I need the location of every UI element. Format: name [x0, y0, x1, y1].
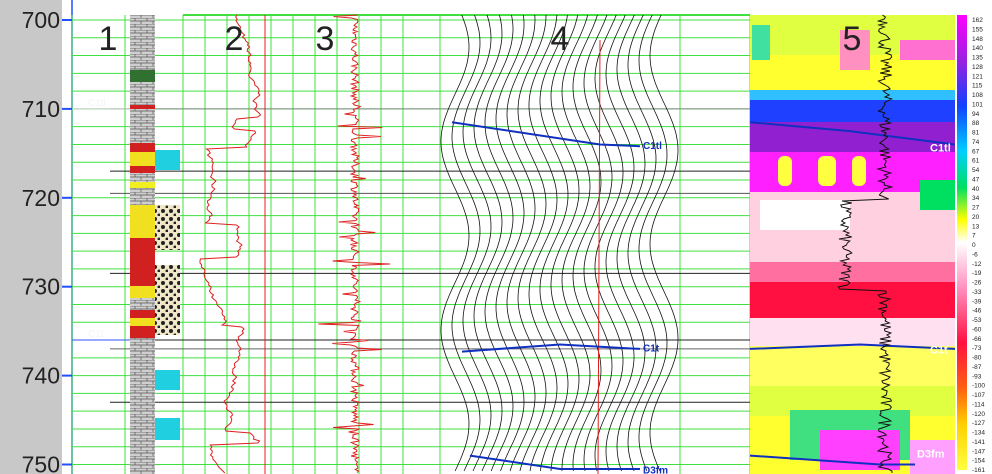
- track-label: 2: [225, 20, 244, 58]
- horizon-label: C1tl: [88, 98, 106, 109]
- colorbar-label: 7: [972, 233, 976, 240]
- colorbar-label: 40: [972, 186, 980, 193]
- colorbar-label: 0: [972, 242, 976, 249]
- track-label: 5: [843, 20, 862, 58]
- colorbar-label: -127: [972, 420, 985, 427]
- horizon-label: D3fm: [917, 448, 945, 460]
- track-label: 1: [99, 20, 118, 58]
- horizon-label: C1tl: [930, 143, 951, 155]
- depth-label: 730: [22, 274, 60, 300]
- depth-label: 710: [22, 96, 60, 122]
- colorbar-label: 20: [972, 214, 980, 221]
- colorbar-label: 108: [972, 92, 983, 99]
- depth-label: 750: [22, 452, 60, 474]
- horizon-label: C1tl: [643, 141, 662, 152]
- colorbar-label: -26: [972, 280, 982, 287]
- colorbar-label: -93: [972, 373, 982, 380]
- colorbar-label: 81: [972, 130, 980, 137]
- colorbar-label: 115: [972, 83, 983, 90]
- colorbar-label: 27: [972, 205, 980, 212]
- colorbar-label: -6: [972, 251, 978, 258]
- axis-strip: [62, 0, 72, 474]
- depth-label: 740: [22, 363, 60, 389]
- horizon-label: C1t: [643, 344, 660, 355]
- colorbar-label: -80: [972, 355, 982, 362]
- colorbar-label: 148: [972, 36, 983, 43]
- colorbar-label: 140: [972, 45, 983, 52]
- colorbar-label: -46: [972, 308, 982, 315]
- horizon-line: [452, 122, 640, 146]
- colorbar-label: -107: [972, 392, 985, 399]
- colorbar-label: 13: [972, 223, 980, 230]
- well-log-figure: 70071072073074075012345C1tlC1tC1tlC1tD3f…: [0, 0, 992, 474]
- colorbar-label: -120: [972, 411, 985, 418]
- colorbar-label: 101: [972, 101, 983, 108]
- colorbar-label: -87: [972, 364, 982, 371]
- track-label: 3: [316, 20, 335, 58]
- colorbar-label: 67: [972, 148, 980, 155]
- curve: [200, 15, 261, 473]
- horizon-label: C1t: [930, 344, 948, 356]
- colorbar-label: 135: [972, 55, 983, 62]
- colorbar-label: -60: [972, 326, 982, 333]
- colorbar-label: 54: [972, 167, 980, 174]
- colorbar-label: 88: [972, 120, 980, 127]
- colorbar-label: -53: [972, 317, 982, 324]
- colorbar-label: -147: [972, 448, 985, 455]
- colorbar-label: 94: [972, 111, 980, 118]
- horizon-label: C1t: [88, 329, 104, 340]
- depth-label: 700: [22, 7, 60, 33]
- colorbar-label: 34: [972, 195, 980, 202]
- colorbar-label: -73: [972, 345, 982, 352]
- colorbar-label: -154: [972, 458, 985, 465]
- colorbar-label: 61: [972, 158, 980, 165]
- colorbar-label: 162: [972, 17, 983, 24]
- colorbar-label: -33: [972, 289, 982, 296]
- curve: [318, 15, 390, 473]
- colorbar-label: -114: [972, 401, 985, 408]
- horizon-line: [470, 456, 640, 469]
- colorbar-label: -39: [972, 298, 982, 305]
- colorbar-label: 47: [972, 176, 980, 183]
- colorbar: [957, 15, 967, 470]
- track-label: 4: [551, 20, 570, 58]
- colorbar-label: 74: [972, 139, 980, 146]
- colorbar-label: -66: [972, 336, 982, 343]
- colorbar-label: 121: [972, 73, 983, 80]
- horizon-label: D3fm: [643, 465, 668, 474]
- horizon-line: [462, 344, 640, 351]
- colorbar-label: -141: [972, 439, 985, 446]
- colorbar-label: 155: [972, 26, 983, 33]
- lithology-column: [130, 15, 180, 474]
- colorbar-label: -161: [972, 467, 985, 474]
- depth-label: 720: [22, 185, 60, 211]
- colorbar-label: -19: [972, 270, 982, 277]
- axis-background: [0, 0, 72, 474]
- seismic-image: [750, 15, 955, 474]
- colorbar-label: -100: [972, 383, 985, 390]
- colorbar-label: -134: [972, 430, 985, 437]
- colorbar-label: 128: [972, 64, 983, 71]
- colorbar-label: -12: [972, 261, 982, 268]
